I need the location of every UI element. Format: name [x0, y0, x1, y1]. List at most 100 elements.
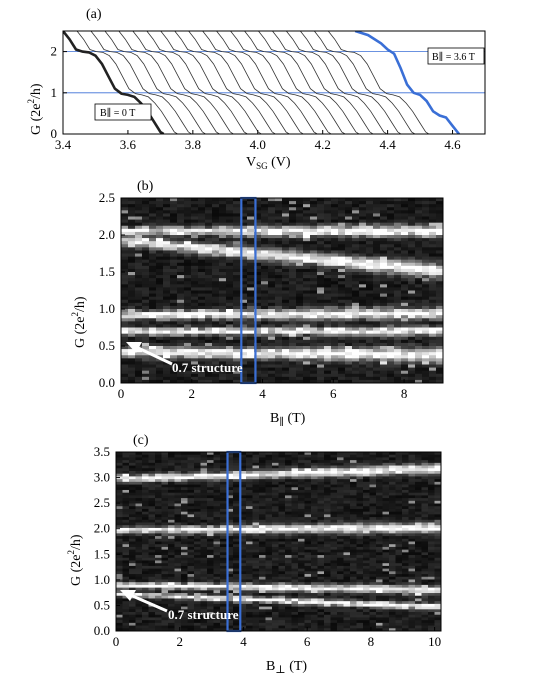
b-heatmap-cell [128, 334, 135, 337]
b-heatmap-cell [233, 324, 240, 327]
b-heatmap-cell [289, 312, 296, 315]
b-heatmap-cell [331, 337, 338, 340]
c-heatmap-cell [123, 501, 130, 504]
c-heatmap-cell [272, 498, 279, 501]
b-heatmap-cell [296, 254, 303, 257]
c-heatmap-cell [129, 476, 136, 479]
b-heatmap-cell [373, 315, 380, 318]
b-heatmap-cell [198, 328, 205, 331]
b-heatmap-cell [380, 275, 387, 278]
b-heatmap-cell [408, 241, 415, 244]
b-heatmap-cell [156, 331, 163, 334]
b-heatmap-cell [163, 275, 170, 278]
b-heatmap-cell [345, 371, 352, 374]
c-heatmap-cell [246, 612, 253, 615]
b-heatmap-cell [373, 204, 380, 207]
c-heatmap-cell [253, 460, 260, 463]
c-heatmap-cell [142, 512, 149, 515]
b-heatmap-cell [121, 254, 128, 257]
b-heatmap-cell [128, 358, 135, 361]
c-heatmap-cell [318, 528, 325, 531]
c-heatmap-cell [175, 560, 182, 563]
b-heatmap-cell [310, 284, 317, 287]
c-heatmap-cell [201, 558, 208, 561]
b-heatmap-cell [247, 247, 254, 250]
b-heatmap-cell [163, 247, 170, 250]
b-heatmap-cell [212, 309, 219, 312]
b-heatmap-cell [317, 334, 324, 337]
b-heatmap-cell [156, 328, 163, 331]
c-heatmap-cell [155, 560, 162, 563]
b-heatmap-cell [170, 321, 177, 324]
b-heatmap-cell [142, 294, 149, 297]
b-heatmap-cell [331, 198, 338, 201]
b-heatmap-cell [156, 275, 163, 278]
b-heatmap-cell [359, 247, 366, 250]
c-heatmap-cell [188, 490, 195, 493]
b-heatmap-cell [352, 284, 359, 287]
c-heatmap-cell [298, 596, 305, 599]
b-heatmap-cell [387, 324, 394, 327]
c-heatmap-cell [298, 571, 305, 574]
b-heatmap-cell [380, 287, 387, 290]
c-heatmap-cell [181, 552, 188, 555]
b-heatmap-cell [324, 368, 331, 371]
b-heatmap-cell [303, 229, 310, 232]
b-heatmap-cell [198, 312, 205, 315]
b-heatmap-cell [219, 220, 226, 223]
b-heatmap-cell [149, 306, 156, 309]
b-heatmap-cell [324, 210, 331, 213]
b-heatmap-cell [128, 306, 135, 309]
c-heatmap-cell [129, 574, 136, 577]
c-heatmap-cell [175, 517, 182, 520]
b-heatmap-cell [142, 229, 149, 232]
c-heatmap-cell [292, 471, 299, 474]
b-heatmap-cell [324, 294, 331, 297]
b-heatmap-cell [429, 328, 436, 331]
c-heatmap-cell [162, 476, 169, 479]
c-heatmap-cell [311, 555, 318, 558]
b-heatmap-cell [408, 250, 415, 253]
b-heatmap-cell [394, 272, 401, 275]
b-heatmap-cell [177, 300, 184, 303]
b-heatmap-cell [366, 217, 373, 220]
b-heatmap-cell [401, 275, 408, 278]
b-heatmap-cell [275, 207, 282, 210]
c-heatmap-cell [175, 512, 182, 515]
c-heatmap-cell [123, 563, 130, 566]
c-heatmap-cell [318, 609, 325, 612]
b-heatmap-cell [205, 207, 212, 210]
c-heatmap-cell [298, 493, 305, 496]
b-heatmap-cell [191, 217, 198, 220]
c-heatmap-cell [149, 617, 156, 620]
c-heatmap-cell [318, 539, 325, 542]
b-heatmap-cell [282, 352, 289, 355]
b-heatmap-cell [198, 318, 205, 321]
c-heatmap-cell [311, 601, 318, 604]
b-heatmap-cell [135, 223, 142, 226]
c-heatmap-cell [136, 615, 143, 618]
b-heatmap-cell [128, 241, 135, 244]
b-heatmap-cell [121, 229, 128, 232]
b-heatmap-cell [170, 213, 177, 216]
c-heatmap-cell [194, 566, 201, 569]
b-heatmap-cell [373, 303, 380, 306]
b-heatmap-cell [359, 263, 366, 266]
b-heatmap-cell [401, 257, 408, 260]
c-heatmap-cell [259, 623, 266, 626]
c-heatmap-cell [123, 525, 130, 528]
c-heatmap-cell [246, 582, 253, 585]
b-heatmap-cell [331, 263, 338, 266]
c-heatmap-cell [233, 471, 240, 474]
b-heatmap-cell [331, 213, 338, 216]
b-heatmap-cell [184, 300, 191, 303]
b-heatmap-cell [436, 315, 443, 318]
b-heatmap-cell [121, 281, 128, 284]
c-heatmap-cell [194, 577, 201, 580]
b-heatmap-cell [415, 315, 422, 318]
b-heatmap-cell [170, 244, 177, 247]
c-heatmap-cell [207, 512, 214, 515]
c-heatmap-cell [214, 482, 221, 485]
b-heatmap-cell [191, 213, 198, 216]
